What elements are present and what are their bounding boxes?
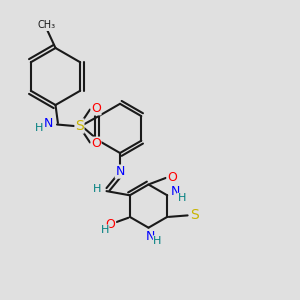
Text: N: N bbox=[115, 165, 125, 178]
Text: N: N bbox=[145, 230, 155, 243]
Text: CH₃: CH₃ bbox=[38, 20, 56, 31]
Text: O: O bbox=[106, 218, 116, 231]
Text: H: H bbox=[177, 193, 186, 203]
Text: N: N bbox=[43, 117, 53, 130]
Text: N: N bbox=[171, 185, 180, 198]
Text: S: S bbox=[75, 119, 84, 133]
Text: H: H bbox=[35, 123, 44, 133]
Text: S: S bbox=[190, 208, 199, 222]
Text: H: H bbox=[93, 184, 101, 194]
Text: O: O bbox=[91, 137, 101, 150]
Text: O: O bbox=[91, 102, 101, 115]
Text: H: H bbox=[153, 236, 162, 246]
Text: H: H bbox=[100, 225, 109, 235]
Text: O: O bbox=[167, 171, 177, 184]
